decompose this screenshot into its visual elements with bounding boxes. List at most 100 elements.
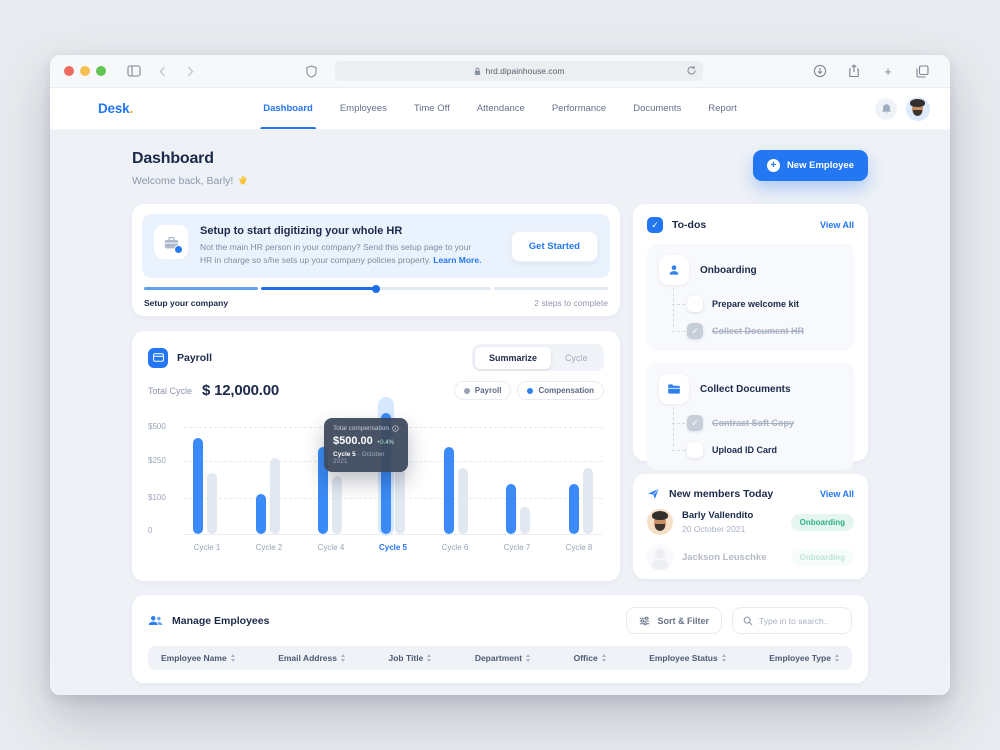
back-button-icon[interactable]: [153, 62, 171, 80]
checkbox-unchecked[interactable]: [687, 442, 703, 458]
member-row[interactable]: Jackson Leuschke Onboarding: [647, 544, 854, 570]
tooltip-value: $500.00: [333, 435, 373, 447]
close-window-button[interactable]: [64, 66, 74, 76]
bar-payroll[interactable]: [207, 473, 217, 534]
tooltip-title: Total compensation: [333, 425, 390, 432]
bar-compensation[interactable]: [506, 484, 517, 534]
dashboard-content: Dashboard Welcome back, Barly! + New Emp…: [50, 130, 950, 695]
checkbox-checked[interactable]: ✓: [687, 323, 703, 339]
legend-compensation[interactable]: Compensation: [517, 381, 604, 400]
sort-filter-button[interactable]: Sort & Filter: [626, 607, 722, 634]
tab-overview-icon[interactable]: [913, 62, 931, 80]
member-row[interactable]: Barly Vallendito 20 October 2021 Onboard…: [647, 509, 854, 535]
bar-payroll[interactable]: [269, 458, 280, 534]
nav-tab-report[interactable]: Report: [708, 103, 737, 114]
plot-area: Total compensation $500.00 +0.4%: [184, 397, 602, 536]
todos-check-icon: ✓: [647, 217, 663, 233]
reload-icon[interactable]: [686, 64, 697, 77]
sidebar-toggle-icon[interactable]: [125, 62, 143, 80]
bar-compensation[interactable]: [255, 494, 266, 534]
x-axis-line: [184, 534, 602, 535]
manage-employees-card: Manage Employees Sort & Filter Employee …: [132, 595, 868, 683]
nav-tab-time-off[interactable]: Time Off: [413, 103, 450, 114]
bar-compensation[interactable]: [568, 484, 579, 534]
downloads-icon[interactable]: [811, 62, 829, 80]
column-header-employee-type[interactable]: Employee Type: [769, 653, 839, 663]
bar-group-cycle-6[interactable]: [443, 447, 468, 534]
search-input[interactable]: [759, 615, 841, 626]
bar-payroll[interactable]: [582, 468, 593, 534]
info-icon[interactable]: [392, 425, 399, 432]
nav-tabs: Dashboard Employees Time Off Attendance …: [260, 88, 737, 129]
app-logo[interactable]: Desk.: [98, 101, 134, 116]
chart-tooltip: Total compensation $500.00 +0.4%: [324, 418, 409, 472]
sort-icon: [601, 654, 606, 662]
member-avatar: [647, 544, 673, 570]
maximize-window-button[interactable]: [96, 66, 106, 76]
bar-payroll[interactable]: [394, 470, 405, 534]
sort-icon: [834, 654, 839, 662]
bar-group-cycle-2[interactable]: [255, 458, 280, 534]
toggle-cycle[interactable]: Cycle: [564, 352, 588, 363]
sort-icon: [427, 654, 432, 662]
toggle-summarize[interactable]: Summarize: [474, 346, 551, 369]
legend-payroll[interactable]: Payroll: [453, 381, 512, 400]
column-header-employee-status[interactable]: Employee Status: [649, 653, 726, 663]
column-header-employee-name[interactable]: Employee Name: [161, 653, 235, 663]
todo-item[interactable]: Prepare welcome kit: [672, 296, 842, 312]
bar-group-cycle-7[interactable]: [506, 484, 531, 534]
column-header-job-title[interactable]: Job Title: [388, 653, 432, 663]
todo-item[interactable]: ✓ Collect Document HR: [672, 323, 842, 339]
nav-tab-employees[interactable]: Employees: [339, 103, 387, 114]
user-avatar[interactable]: [906, 96, 930, 121]
bar-group-cycle-1[interactable]: [193, 438, 217, 534]
setup-card: Setup to start digitizing your whole HR …: [132, 204, 620, 316]
bar-payroll[interactable]: [332, 476, 343, 534]
nav-tab-performance[interactable]: Performance: [551, 103, 607, 114]
new-tab-icon[interactable]: +: [884, 63, 892, 79]
x-tick-label: Cycle 5: [378, 543, 408, 552]
todos-card: ✓ To-dos View All Onboarding: [633, 204, 868, 470]
address-bar[interactable]: hrd.dipainhouse.com: [335, 61, 703, 81]
bar-compensation[interactable]: [318, 447, 329, 534]
bar-group-cycle-8[interactable]: [568, 468, 593, 534]
lock-icon: [474, 67, 481, 76]
toolbox-icon: [154, 225, 188, 259]
chart-legend: Payroll Compensation: [453, 381, 604, 400]
nav-tab-attendance[interactable]: Attendance: [476, 103, 525, 114]
nav-tab-documents[interactable]: Documents: [633, 103, 682, 114]
nav-tab-dashboard[interactable]: Dashboard: [260, 88, 316, 129]
new-employee-button[interactable]: + New Employee: [752, 150, 868, 181]
members-view-all-link[interactable]: View All: [819, 488, 854, 499]
bar-payroll[interactable]: [457, 468, 468, 534]
people-icon: [148, 614, 163, 627]
checkbox-checked[interactable]: ✓: [687, 415, 703, 431]
forward-button-icon[interactable]: [181, 62, 199, 80]
new-members-card: New members Today View All Barly Vallend…: [633, 474, 868, 579]
employee-search: [732, 607, 852, 634]
share-icon[interactable]: [845, 62, 863, 80]
column-header-office[interactable]: Office: [574, 653, 606, 663]
notifications-button[interactable]: [875, 97, 897, 120]
minimize-window-button[interactable]: [80, 66, 90, 76]
progress-knob: [372, 284, 380, 293]
checkbox-unchecked[interactable]: [687, 296, 703, 312]
todo-group-title: Onboarding: [700, 264, 757, 276]
bar-compensation[interactable]: [443, 447, 454, 534]
bar-compensation[interactable]: [380, 413, 391, 534]
privacy-shield-icon[interactable]: [302, 62, 320, 80]
payroll-view-toggle: Summarize Cycle: [472, 344, 604, 371]
bar-compensation[interactable]: [193, 438, 203, 534]
page-header: Dashboard Welcome back, Barly! + New Emp…: [132, 150, 868, 187]
get-started-button[interactable]: Get Started: [510, 230, 598, 262]
bar-group-cycle-4[interactable]: [318, 447, 343, 534]
column-header-email-address[interactable]: Email Address: [278, 653, 345, 663]
todo-item[interactable]: Upload ID Card: [672, 442, 842, 458]
learn-more-link[interactable]: Learn More.: [433, 255, 482, 266]
todos-view-all-link[interactable]: View All: [819, 220, 854, 230]
bar-payroll[interactable]: [520, 507, 531, 534]
todo-item[interactable]: ✓ Contract Soft Copy: [672, 415, 842, 431]
column-header-department[interactable]: Department: [475, 653, 531, 663]
traffic-lights: [64, 66, 106, 76]
filter-icon: [639, 616, 650, 626]
